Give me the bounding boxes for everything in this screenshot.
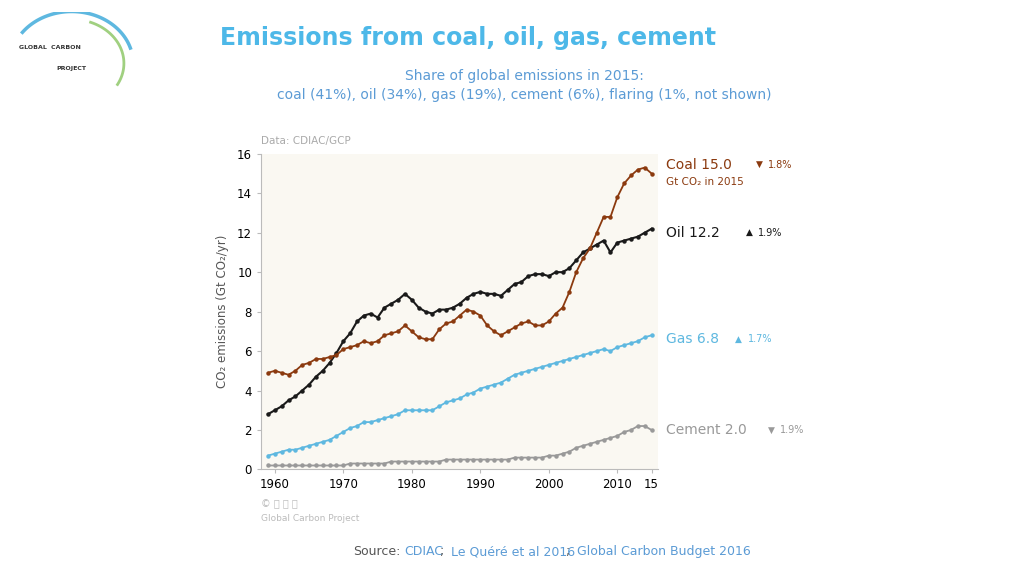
Text: Global Carbon Project: Global Carbon Project xyxy=(261,514,359,523)
Text: 1.9%: 1.9% xyxy=(780,425,805,435)
Text: 1.9%: 1.9% xyxy=(758,228,782,238)
Text: ▼: ▼ xyxy=(768,426,775,434)
Y-axis label: CO₂ emissions (Gt CO₂/yr): CO₂ emissions (Gt CO₂/yr) xyxy=(216,235,228,388)
Text: PROJECT: PROJECT xyxy=(56,66,87,71)
Text: coal (41%), oil (34%), gas (19%), cement (6%), flaring (1%, not shown): coal (41%), oil (34%), gas (19%), cement… xyxy=(278,88,771,101)
Text: 1.8%: 1.8% xyxy=(768,160,793,170)
Text: Cement 2.0: Cement 2.0 xyxy=(666,423,746,437)
Text: CDIAC: CDIAC xyxy=(404,545,443,558)
Text: © Ⓞ Ⓒ Ⓢ: © Ⓞ Ⓒ Ⓢ xyxy=(261,499,298,509)
Text: Share of global emissions in 2015:: Share of global emissions in 2015: xyxy=(404,69,644,83)
Text: Gt CO₂ in 2015: Gt CO₂ in 2015 xyxy=(666,177,743,187)
Text: Source:: Source: xyxy=(353,545,400,558)
Text: Oil 12.2: Oil 12.2 xyxy=(666,226,719,240)
Text: ▲: ▲ xyxy=(735,335,742,344)
Text: Gas 6.8: Gas 6.8 xyxy=(666,332,719,346)
Text: Emissions from coal, oil, gas, cement: Emissions from coal, oil, gas, cement xyxy=(220,26,716,50)
Text: Le Quéré et al 2016: Le Quéré et al 2016 xyxy=(451,545,574,558)
Text: GLOBAL  CARBON: GLOBAL CARBON xyxy=(19,46,81,50)
Text: ;: ; xyxy=(566,545,574,558)
Text: Coal 15.0: Coal 15.0 xyxy=(666,158,731,172)
Text: ;: ; xyxy=(440,545,449,558)
Text: ▼: ▼ xyxy=(756,160,763,169)
Text: Data: CDIAC/GCP: Data: CDIAC/GCP xyxy=(261,136,351,146)
Text: ▲: ▲ xyxy=(745,228,753,237)
Text: 1.7%: 1.7% xyxy=(748,334,772,344)
Text: Global Carbon Budget 2016: Global Carbon Budget 2016 xyxy=(577,545,751,558)
